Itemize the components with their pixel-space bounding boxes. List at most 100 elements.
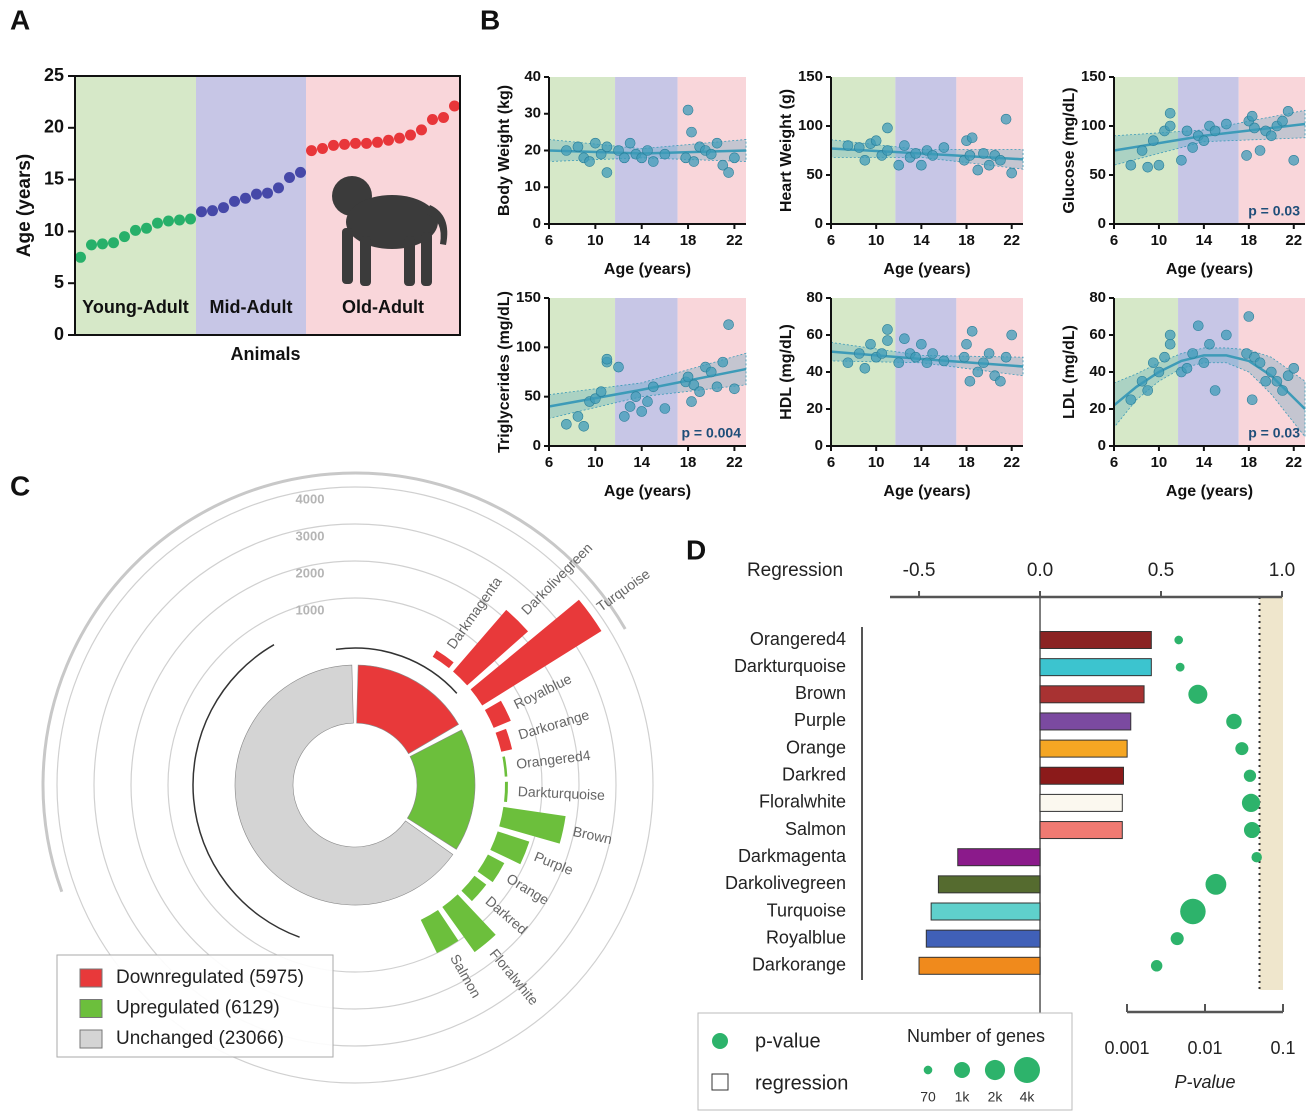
age-point — [438, 111, 449, 123]
p-value-annotation: p = 0.004 — [681, 425, 741, 441]
regression-bar — [1039, 631, 1152, 649]
data-point — [1282, 106, 1294, 117]
y-tick-label: 80 — [806, 289, 823, 306]
age-point — [273, 182, 284, 194]
y-tick-label: 50 — [524, 388, 541, 405]
age-group-label: Young-Adult — [82, 297, 189, 317]
y-tick-label: 40 — [1089, 363, 1106, 380]
module-bar — [432, 650, 454, 669]
x-tick-label: 22 — [1285, 454, 1302, 471]
data-point — [1142, 385, 1154, 396]
x-tick-label: 18 — [958, 232, 975, 249]
data-point — [978, 148, 989, 159]
p-value-bubble — [1251, 851, 1262, 863]
x-tick-label: 10 — [587, 232, 604, 249]
data-point — [590, 137, 601, 149]
age-point — [339, 138, 350, 150]
age-band — [956, 298, 1023, 446]
y-tick-label: 20 — [524, 141, 541, 158]
data-point — [1271, 375, 1283, 387]
data-point — [1221, 118, 1232, 130]
data-point — [859, 362, 871, 374]
regression-bar — [1039, 658, 1152, 677]
x-tick-label: 22 — [1003, 454, 1020, 471]
regression-bar — [1039, 821, 1123, 840]
inner-arc — [335, 647, 458, 694]
x-tick-label: 6 — [545, 454, 553, 471]
size-legend-title: Number of genes — [907, 1026, 1045, 1046]
data-point — [1209, 385, 1221, 396]
data-point — [1260, 375, 1271, 387]
p-value-bubble — [1174, 635, 1184, 645]
data-point — [1204, 338, 1215, 350]
p-value-bubble — [1150, 960, 1163, 972]
data-point — [1006, 329, 1018, 341]
size-legend-bubble — [923, 1065, 933, 1075]
data-point — [876, 348, 888, 359]
y-tick-label: 150 — [516, 289, 541, 306]
y-tick-label: 0 — [815, 437, 823, 454]
module-label: Orange — [504, 870, 552, 908]
y-axis-label: Heart Weight (g) — [778, 89, 795, 212]
data-point — [927, 150, 938, 161]
legend-swatch — [712, 1033, 728, 1049]
data-point — [995, 155, 1006, 166]
y-tick-label: 50 — [1089, 166, 1106, 183]
radial-grid — [93, 523, 617, 1047]
radial-tick-label: 1000 — [296, 602, 325, 617]
data-point — [910, 351, 922, 363]
regression-bar — [1039, 712, 1132, 731]
age-point — [416, 124, 427, 136]
data-point — [1265, 366, 1277, 378]
data-point — [561, 418, 572, 430]
category-label: Orangered4 — [750, 629, 846, 649]
baboon-silhouette — [332, 176, 448, 286]
module-label: Darkturquoise — [517, 783, 605, 803]
data-point — [590, 393, 601, 404]
legend-label: regression — [755, 1072, 848, 1094]
data-point — [642, 396, 653, 407]
age-point — [350, 137, 361, 149]
data-point — [1246, 394, 1258, 406]
age-point — [119, 231, 130, 243]
data-point — [1153, 159, 1165, 171]
x-tick-label: 18 — [680, 454, 697, 471]
category-label: Darkorange — [752, 955, 846, 975]
age-point — [86, 239, 97, 251]
x-tick-label: 10 — [868, 232, 885, 249]
x-axis-label: Age (years) — [1166, 261, 1253, 278]
age-point — [163, 215, 174, 227]
data-point — [1136, 145, 1148, 156]
data-point — [916, 159, 927, 171]
size-legend-label: 4k — [1020, 1089, 1036, 1105]
data-point — [572, 141, 584, 153]
radial-grid — [130, 560, 580, 1010]
data-point — [705, 148, 717, 160]
data-point — [688, 379, 700, 391]
data-point — [705, 366, 717, 378]
y-axis-label: Body Weight (kg) — [496, 85, 513, 216]
module-bar — [470, 599, 602, 706]
y-axis-label: Glucose (mg/dL) — [1061, 87, 1078, 213]
x-tick-label: 10 — [868, 454, 885, 471]
age-group-band — [75, 76, 196, 335]
module-bar — [502, 756, 508, 777]
y-tick-label: 100 — [1081, 117, 1106, 134]
data-point — [1181, 362, 1193, 374]
data-point — [729, 383, 740, 395]
data-point — [686, 396, 697, 407]
p-value-bubble — [1235, 742, 1249, 756]
data-point — [983, 159, 995, 171]
data-point — [1282, 370, 1294, 382]
data-point — [1136, 375, 1148, 387]
x-tick-label: 6 — [827, 454, 835, 471]
x-axis-label: Regression — [747, 560, 843, 581]
data-point — [711, 137, 723, 149]
data-point — [865, 338, 876, 350]
regression-bar — [925, 929, 1041, 948]
y-tick-label: 0 — [533, 215, 541, 232]
size-legend-bubble — [1014, 1057, 1040, 1083]
data-point — [723, 167, 734, 178]
age-point — [361, 137, 372, 149]
p-tick-label: 0.1 — [1270, 1038, 1295, 1058]
